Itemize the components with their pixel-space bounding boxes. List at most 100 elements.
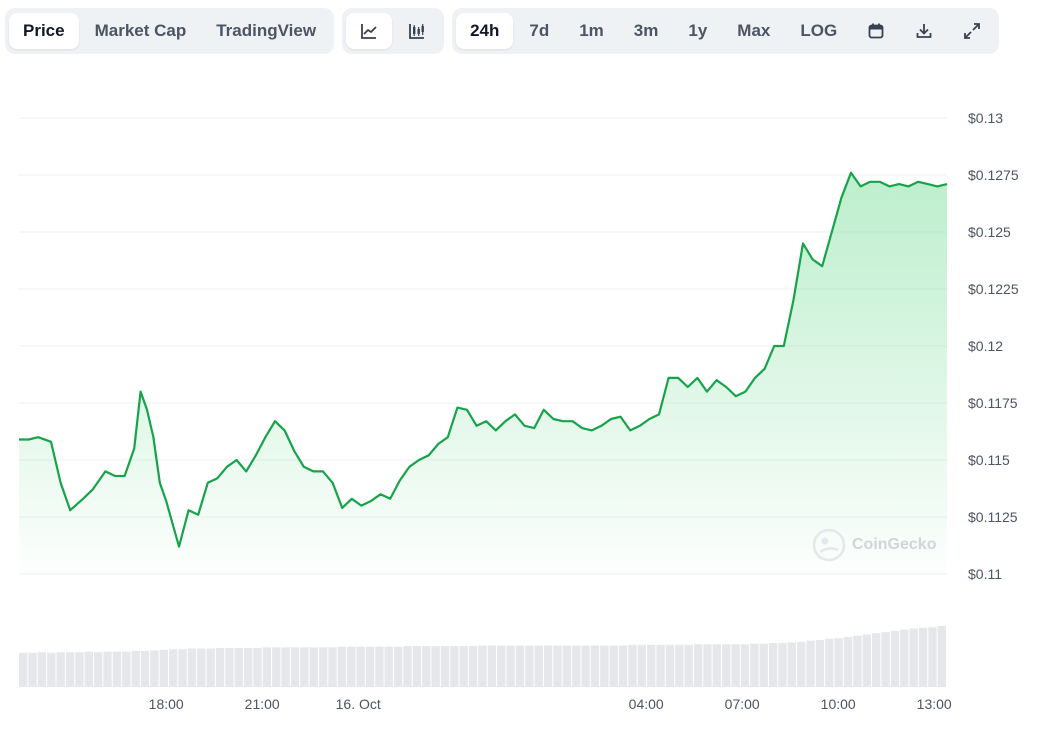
volume-bar [881, 632, 889, 687]
volume-bar [375, 647, 383, 687]
range-1y[interactable]: 1y [674, 13, 721, 49]
volume-bar [872, 633, 880, 687]
volume-bar [938, 626, 946, 687]
y-tick-label: $0.1125 [968, 509, 1018, 525]
price-chart-svg[interactable]: $0.13$0.1275$0.125$0.1225$0.12$0.1175$0.… [0, 60, 1037, 728]
volume-bar [216, 648, 224, 687]
volume-bar [160, 650, 168, 687]
volume-bar [47, 653, 55, 687]
volume-bar [178, 649, 186, 687]
log-scale-toggle[interactable]: LOG [786, 13, 851, 49]
volume-bar [910, 628, 918, 687]
volume-bar [319, 647, 327, 687]
y-tick-label: $0.11 [968, 566, 1002, 582]
range-max[interactable]: Max [723, 13, 784, 49]
volume-bar [647, 645, 655, 687]
y-tick-label: $0.1275 [968, 167, 1019, 183]
y-tick-label: $0.13 [968, 110, 1003, 126]
range-group: 24h 7d 1m 3m 1y Max LOG [452, 8, 999, 54]
x-tick-label: 04:00 [629, 696, 664, 712]
volume-bar [122, 652, 130, 687]
price-area-fill [19, 173, 947, 574]
y-axis-labels: $0.13$0.1275$0.125$0.1225$0.12$0.1175$0.… [968, 110, 1019, 582]
fullscreen-button[interactable] [949, 13, 995, 49]
price-area [19, 173, 947, 574]
volume-bar [488, 646, 496, 687]
volume-bar [460, 646, 468, 687]
volume-bar [38, 652, 46, 687]
volume-bar [778, 643, 786, 687]
volume-bar [188, 649, 196, 687]
volume-bar [806, 641, 814, 687]
volume-bar [263, 647, 271, 687]
volume-bar [535, 646, 543, 687]
volume-bar [66, 652, 74, 687]
volume-bar [356, 647, 364, 687]
x-tick-label: 16. Oct [336, 696, 381, 712]
price-chart[interactable]: $0.13$0.1275$0.125$0.1225$0.12$0.1175$0.… [0, 60, 1037, 728]
volume-bar [731, 644, 739, 687]
gecko-logo-icon [812, 528, 846, 562]
tab-market-cap[interactable]: Market Cap [81, 13, 201, 49]
calendar-button[interactable] [853, 13, 899, 49]
volume-bar [760, 644, 768, 687]
volume-bar [75, 652, 83, 687]
range-7d[interactable]: 7d [515, 13, 563, 49]
range-3m[interactable]: 3m [620, 13, 673, 49]
volume-bar [244, 648, 252, 687]
volume-bar [413, 646, 421, 687]
volume-bar [310, 647, 318, 687]
volume-bar [506, 646, 514, 687]
chart-type-group [342, 8, 444, 54]
range-1m[interactable]: 1m [565, 13, 618, 49]
volume-bar [85, 652, 93, 687]
volume-bar [300, 647, 308, 687]
calendar-icon [866, 21, 886, 41]
volume-bar [816, 640, 824, 687]
y-tick-label: $0.1225 [968, 281, 1019, 297]
volume-bar [338, 647, 346, 687]
volume-bar [891, 631, 899, 687]
volume-bar [113, 652, 121, 687]
volume-bar [441, 646, 449, 687]
volume-bar [722, 644, 730, 687]
volume-bar [544, 646, 552, 687]
volume-bar [553, 646, 561, 687]
tab-price[interactable]: Price [9, 13, 79, 49]
line-chart-button[interactable] [346, 13, 392, 49]
volume-bar [572, 646, 580, 687]
volume-bar [638, 645, 646, 687]
volume-bar [328, 647, 336, 687]
volume-bar [469, 646, 477, 687]
download-button[interactable] [901, 13, 947, 49]
volume-bar [19, 653, 27, 687]
volume-bar [600, 646, 608, 687]
volume-bar [225, 648, 233, 687]
y-tick-label: $0.115 [968, 452, 1010, 468]
volume-bar [797, 642, 805, 687]
volume-bar [713, 644, 721, 687]
volume-bar [150, 650, 158, 687]
volume-bar [703, 644, 711, 687]
y-tick-label: $0.125 [968, 224, 1011, 240]
volume-bar [750, 644, 758, 687]
candlestick-icon [407, 21, 427, 41]
volume-bar [497, 646, 505, 687]
x-tick-label: 18:00 [149, 696, 184, 712]
y-tick-label: $0.1175 [968, 395, 1018, 411]
volume-bar [563, 646, 571, 687]
candlestick-chart-button[interactable] [394, 13, 440, 49]
volume-bar [581, 646, 589, 687]
volume-bar [516, 646, 524, 687]
tab-tradingview[interactable]: TradingView [202, 13, 330, 49]
volume-bar [272, 647, 280, 687]
line-chart-icon [359, 21, 379, 41]
volume-bar [450, 646, 458, 687]
volume-bars [19, 626, 946, 687]
volume-bar [131, 651, 139, 687]
volume-bar [56, 652, 64, 687]
volume-bar [197, 649, 205, 687]
volume-bar [900, 630, 908, 687]
range-24h[interactable]: 24h [456, 13, 513, 49]
